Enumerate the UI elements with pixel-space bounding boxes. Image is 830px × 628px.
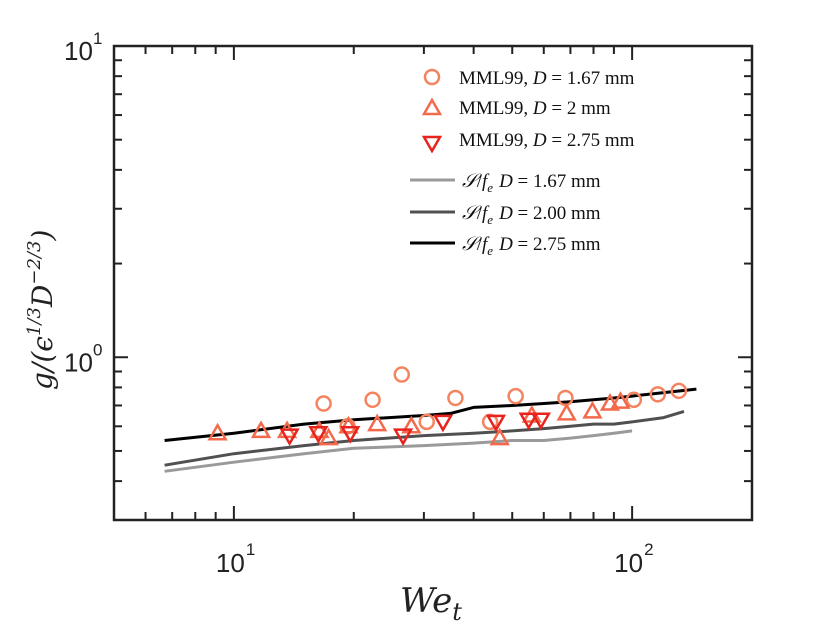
legend-circle-marker	[423, 68, 441, 86]
plot-frame	[112, 44, 754, 522]
data-markers	[207, 366, 688, 447]
legend-triangle-up-marker	[421, 97, 443, 116]
y-tick-exponent: 0	[93, 340, 102, 359]
data-point-circle	[507, 387, 524, 405]
data-point-triangle-up	[401, 415, 422, 434]
y-tick-label: 10	[64, 36, 93, 66]
data-point-triangle-up	[556, 402, 577, 421]
x-tick-exponent: 2	[644, 540, 653, 559]
data-point-triangle-up	[582, 400, 603, 419]
data-point-circle	[649, 386, 667, 403]
data-point-triangle-down	[279, 428, 300, 447]
x-axis-label: Wet	[400, 581, 462, 626]
data-point-circle	[393, 366, 411, 383]
data-point-circle	[315, 395, 332, 412]
legend-entry-model-167: 𝒮/fe D = 1.67 mm	[410, 171, 601, 195]
data-point-triangle-up	[367, 413, 388, 432]
y-tick-label: 10	[64, 347, 93, 377]
data-point-circle	[670, 382, 688, 400]
legend-entry-mml99-167: MML99, D = 1.67 mm	[423, 68, 635, 89]
data-point-circle	[364, 391, 381, 409]
svg-text:𝒮/feD = 2.00 mm: 𝒮/fe D = 2.00 mm	[462, 203, 601, 227]
data-point-triangle-down	[392, 428, 414, 447]
legend-entry-model-275: 𝒮/fe D = 2.75 mm	[410, 234, 601, 258]
x-tick-exponent: 1	[246, 540, 255, 559]
svg-text:MML99, D = 2.75 mm: MML99, D = 2.75 mm	[459, 130, 635, 151]
data-point-circle	[418, 413, 435, 431]
series-line-4	[164, 409, 685, 467]
data-point-triangle-up	[489, 427, 510, 446]
x-tick-label: 10	[614, 548, 643, 578]
data-point-triangle-up	[250, 420, 272, 439]
y-axis-label: g/(ϵ1/3D−2/3)	[24, 230, 59, 390]
axis-ticks: 10 1 10 210 010 1	[64, 29, 753, 578]
data-point-triangle-down	[485, 414, 507, 433]
svg-text:MML99, D = 1.67 mm: MML99, D = 1.67 mm	[459, 68, 635, 89]
legend-triangle-down-marker	[421, 135, 443, 154]
data-point-triangle-up	[207, 422, 228, 441]
x-tick-label: 10	[216, 548, 245, 578]
data-point-triangle-down	[518, 412, 539, 431]
data-point-triangle-down	[308, 425, 329, 444]
data-point-circle	[557, 389, 574, 407]
legend: MML99, D = 1.67 mm MML99, D = 2 mm MML99…	[410, 68, 635, 258]
legend-entry-model-200: 𝒮/fe D = 2.00 mm	[410, 203, 601, 227]
data-point-triangle-up	[318, 427, 339, 446]
data-point-triangle-down	[340, 425, 361, 444]
svg-text:MML99, D = 2 mm: MML99, D = 2 mm	[459, 98, 611, 119]
data-point-triangle-down	[432, 414, 454, 433]
legend-entry-mml99-275: MML99, D = 2.75 mm	[421, 130, 635, 154]
data-point-triangle-up	[610, 391, 631, 409]
legend-entry-mml99-2: MML99, D = 2 mm	[421, 97, 611, 119]
data-point-circle	[447, 389, 464, 407]
y-tick-exponent: 1	[93, 29, 102, 48]
svg-text:𝒮/feD = 1.67 mm: 𝒮/fe D = 1.67 mm	[462, 171, 601, 195]
data-point-circle	[625, 391, 643, 409]
data-point-triangle-down	[530, 412, 552, 431]
svg-text:𝒮/feD = 2.75 mm: 𝒮/fe D = 2.75 mm	[462, 234, 601, 258]
data-point-triangle-up	[338, 415, 359, 434]
